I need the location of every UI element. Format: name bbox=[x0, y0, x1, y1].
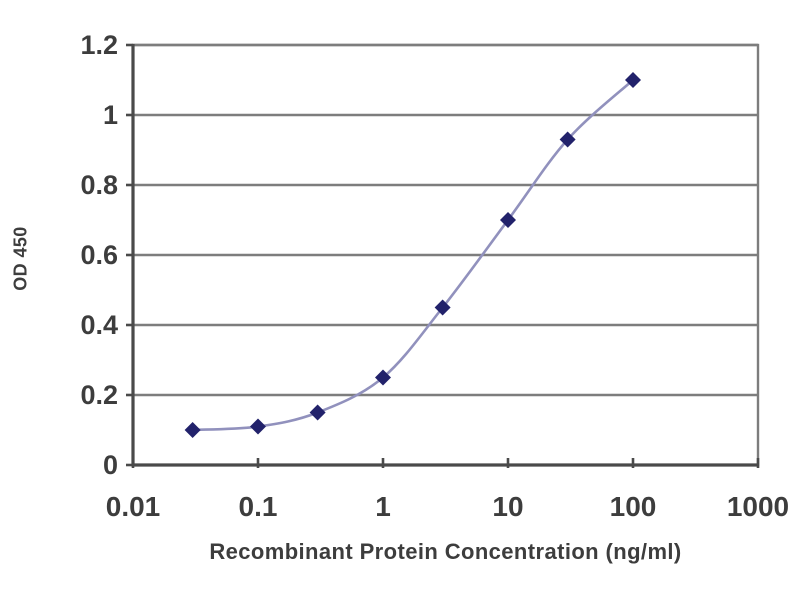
x-tick-label: 10 bbox=[492, 491, 523, 522]
data-point-marker bbox=[184, 422, 201, 438]
x-tick-label: 1 bbox=[375, 491, 391, 522]
y-tick-label: 0.4 bbox=[80, 310, 118, 340]
data-point-marker bbox=[250, 418, 266, 435]
data-point-marker bbox=[500, 212, 516, 228]
y-axis-title: OD 450 bbox=[10, 226, 31, 291]
y-tick-label: 1.2 bbox=[80, 30, 118, 60]
y-tick-label: 0.2 bbox=[80, 380, 118, 410]
y-tick-label: 0.6 bbox=[80, 240, 118, 270]
x-axis-title: Recombinant Protein Concentration (ng/ml… bbox=[209, 539, 682, 564]
data-point-marker bbox=[559, 131, 576, 148]
data-point-marker bbox=[434, 299, 451, 316]
data-point-marker bbox=[625, 72, 641, 88]
data-point-marker bbox=[375, 369, 391, 386]
y-tick-label: 1 bbox=[103, 100, 118, 130]
series-line bbox=[191, 78, 635, 432]
y-tick-label: 0 bbox=[103, 450, 118, 480]
x-tick-label: 100 bbox=[610, 491, 657, 522]
data-point-marker bbox=[309, 404, 326, 421]
x-tick-label: 1000 bbox=[727, 491, 789, 522]
x-tick-label: 0.1 bbox=[239, 491, 278, 522]
x-tick-label: 0.01 bbox=[106, 491, 161, 522]
y-tick-label: 0.8 bbox=[80, 170, 118, 200]
